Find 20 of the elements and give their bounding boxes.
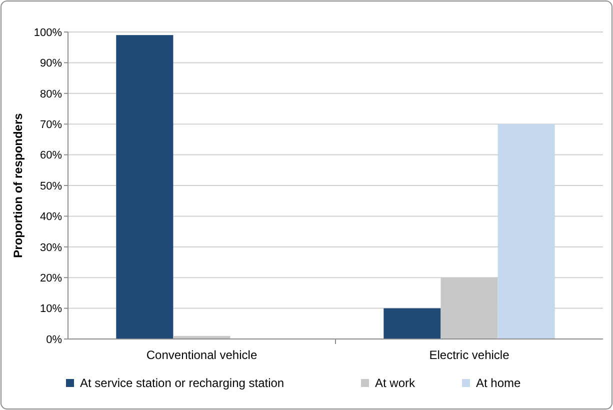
bar [384,308,441,339]
y-tick-label: 40% [40,211,62,224]
y-tick-label: 100% [34,26,62,39]
y-tick-label: 90% [40,58,62,70]
bar [498,124,555,339]
y-tick-label: 20% [40,272,62,284]
x-tick-label: Conventional vehicle [146,348,258,362]
legend-label: At service station or recharging station [80,376,284,390]
y-tick-label: 30% [40,242,62,254]
y-tick-label: 70% [40,118,62,131]
y-axis-title: Proportion of responders [11,112,25,258]
y-tick-label: 0% [46,334,62,346]
y-tick-label: 60% [40,150,62,162]
legend-label: At work [375,376,416,390]
y-tick-label: 10% [40,303,62,316]
y-tick-label: 80% [40,88,62,100]
y-tick-label: 50% [40,180,62,192]
legend-label: At home [476,376,522,390]
x-tick-label: Electric vehicle [429,348,510,362]
bar [116,35,174,339]
